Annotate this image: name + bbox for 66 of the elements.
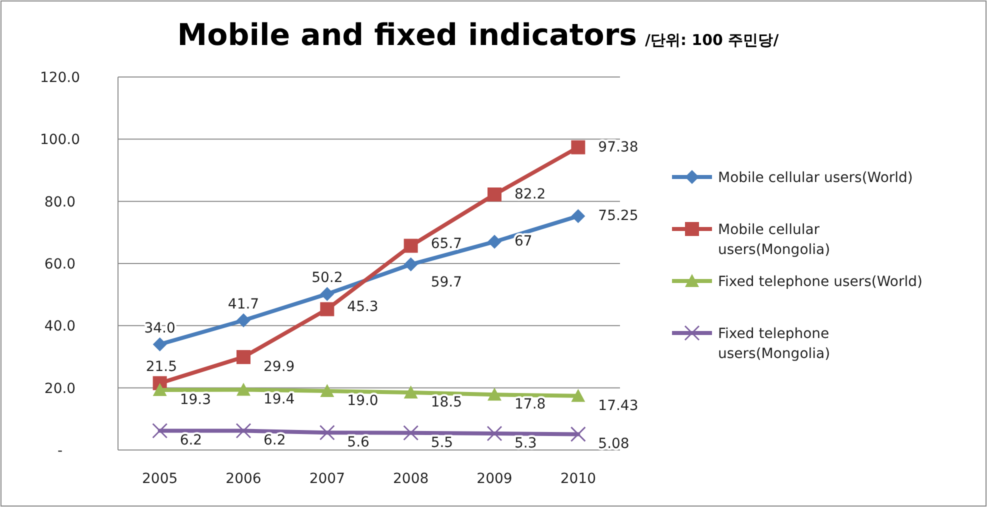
point	[571, 140, 586, 154]
point	[488, 187, 502, 202]
point	[152, 383, 167, 396]
point	[236, 313, 250, 328]
data-label: 6.2	[264, 432, 286, 449]
point	[570, 426, 586, 442]
data-label: 19.4	[264, 392, 295, 408]
data-label: 19.3	[180, 392, 212, 408]
point	[152, 337, 167, 352]
point	[236, 350, 250, 364]
data-label: 59.7	[430, 274, 462, 290]
legend-label: Mobile cellular users(Mongolia)	[718, 222, 830, 258]
data-label: 34.0	[144, 320, 176, 336]
point	[403, 425, 419, 441]
data-label: 5.6	[347, 434, 370, 451]
y-tick-label: 60.0	[44, 256, 76, 272]
y-tick-label: 100.0	[40, 132, 80, 148]
point	[152, 422, 168, 438]
data-label: 5.5	[430, 434, 454, 451]
data-label: 45.3	[347, 299, 378, 316]
point	[488, 388, 502, 401]
legend-label: Mobile cellular users(World)	[718, 170, 913, 186]
point	[236, 382, 250, 396]
point	[320, 286, 334, 301]
y-tick-label: 80.0	[44, 194, 76, 210]
x-tick-label: 2005	[142, 471, 178, 487]
data-label: 5.08	[598, 436, 630, 452]
data-label: 67	[514, 234, 532, 250]
point	[319, 424, 335, 440]
data-label: 97.38	[598, 139, 638, 156]
data-label: 19.0	[347, 392, 378, 409]
data-label: 6.2	[180, 432, 202, 449]
point	[320, 384, 334, 397]
point	[320, 302, 334, 316]
chart-title: Mobile and fixed indicators	[177, 18, 637, 53]
data-label: 75.25	[598, 208, 638, 224]
data-label: 41.7	[228, 296, 260, 312]
y-tick-label: -	[57, 443, 63, 459]
point	[236, 422, 252, 438]
data-label: 21.5	[146, 359, 178, 376]
x-tick-label: 2008	[393, 471, 429, 487]
x-tick-label: 2009	[476, 471, 512, 487]
x-tick-label: 2010	[560, 471, 596, 487]
point	[404, 385, 418, 398]
legend-label: Fixed telephone users(Mongolia)	[718, 326, 830, 362]
data-label: 65.7	[430, 236, 462, 252]
data-label: 82.2	[514, 186, 546, 202]
y-tick-label: 120.0	[40, 70, 80, 86]
point	[488, 234, 502, 249]
data-label: 50.2	[312, 270, 343, 286]
x-tick-label: 2006	[226, 471, 262, 487]
legend-label: Fixed telephone users(World)	[718, 274, 922, 290]
data-label: 17.8	[514, 396, 546, 413]
point	[571, 388, 586, 402]
data-label: 29.9	[264, 359, 295, 376]
data-label: 5.3	[514, 436, 537, 452]
y-tick-label: 40.0	[44, 318, 76, 335]
point	[571, 209, 586, 224]
point	[404, 238, 418, 253]
x-tick-label: 2007	[309, 471, 345, 487]
data-label: 18.5	[430, 394, 462, 410]
point	[404, 257, 418, 272]
data-label: 17.43	[598, 398, 638, 414]
text: /단위: 100 주민당/	[644, 31, 780, 49]
y-tick-label: 20.0	[44, 380, 76, 397]
point	[486, 426, 502, 442]
